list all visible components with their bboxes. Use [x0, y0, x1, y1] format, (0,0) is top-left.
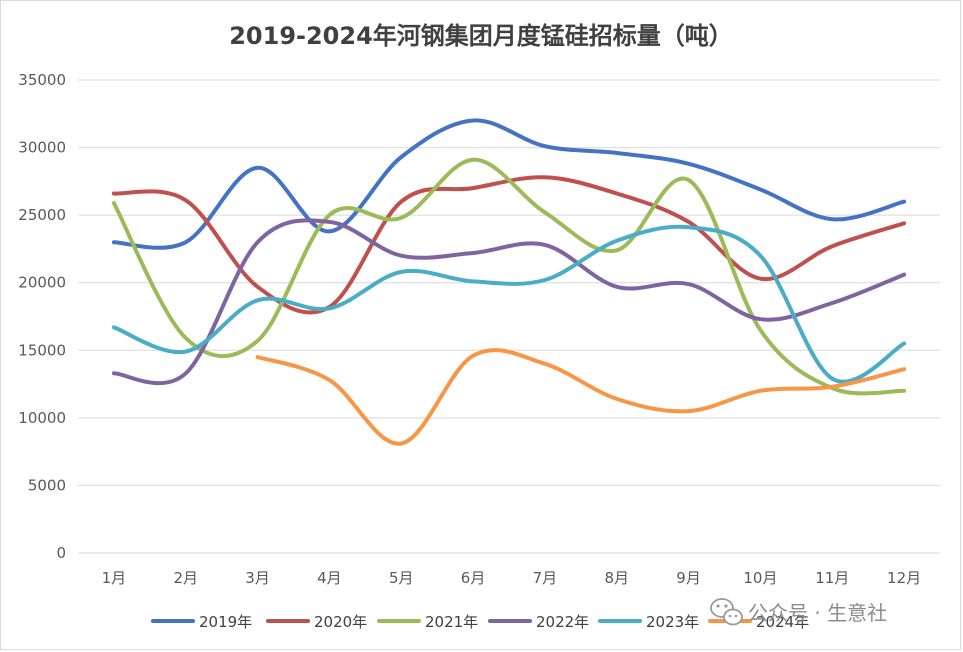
y-tick-label: 15000: [18, 341, 66, 359]
series-line-2022年: [111, 218, 907, 386]
series-line-2019年: [111, 118, 907, 250]
legend: 2019年 2020年 2021年 2022年 2023年 2024年: [151, 613, 809, 631]
series-line-2021年: [111, 157, 907, 396]
x-tick-label: 2月: [173, 569, 198, 587]
x-tick-label: 9月: [676, 569, 701, 587]
chart-title: 2019-2024年河钢集团月度锰硅招标量（吨）: [229, 22, 733, 50]
legend-entry-label: 2022年: [536, 613, 589, 631]
y-tick-label: 35000: [18, 71, 66, 89]
y-tick-label: 20000: [18, 274, 66, 292]
y-tick-label: 25000: [18, 206, 66, 224]
watermark-text: 公众号 · 生意社: [748, 601, 887, 625]
legend-entry-label: 2021年: [425, 613, 478, 631]
series-line-2024年: [255, 348, 907, 446]
legend-entry-label: 2019年: [199, 613, 252, 631]
y-axis-ticks: 0 5000 10000 15000 20000 25000 30000 35000: [18, 71, 66, 562]
x-tick-label: 5月: [389, 569, 414, 587]
legend-entry-label: 2024年: [756, 613, 809, 631]
series-line-2023年: [111, 224, 907, 384]
x-tick-label: 1月: [102, 569, 127, 587]
watermark: 公众号 · 生意社: [710, 598, 887, 626]
x-tick-label: 4月: [317, 569, 342, 587]
y-tick-label: 5000: [28, 476, 66, 494]
x-tick-label: 12月: [887, 569, 921, 587]
x-tick-label: 11月: [815, 569, 849, 587]
x-tick-label: 6月: [461, 569, 486, 587]
legend-entry-label: 2020年: [314, 613, 367, 631]
y-tick-label: 10000: [18, 409, 66, 427]
series-lines: [111, 118, 907, 446]
x-tick-label: 8月: [604, 569, 629, 587]
x-tick-label: 7月: [533, 569, 558, 587]
x-axis-ticks: 1月 2月 3月 4月 5月 6月 7月 8月 9月 10月 11月 12月: [102, 569, 921, 587]
gridlines: [78, 79, 940, 554]
y-tick-label: 30000: [18, 139, 66, 157]
x-tick-label: 3月: [245, 569, 270, 587]
y-tick-label: 0: [56, 544, 66, 562]
series-line-2020年: [111, 175, 907, 315]
legend-entry-label: 2023年: [646, 613, 699, 631]
x-tick-label: 10月: [743, 569, 777, 587]
wechat-icon: [710, 598, 743, 626]
